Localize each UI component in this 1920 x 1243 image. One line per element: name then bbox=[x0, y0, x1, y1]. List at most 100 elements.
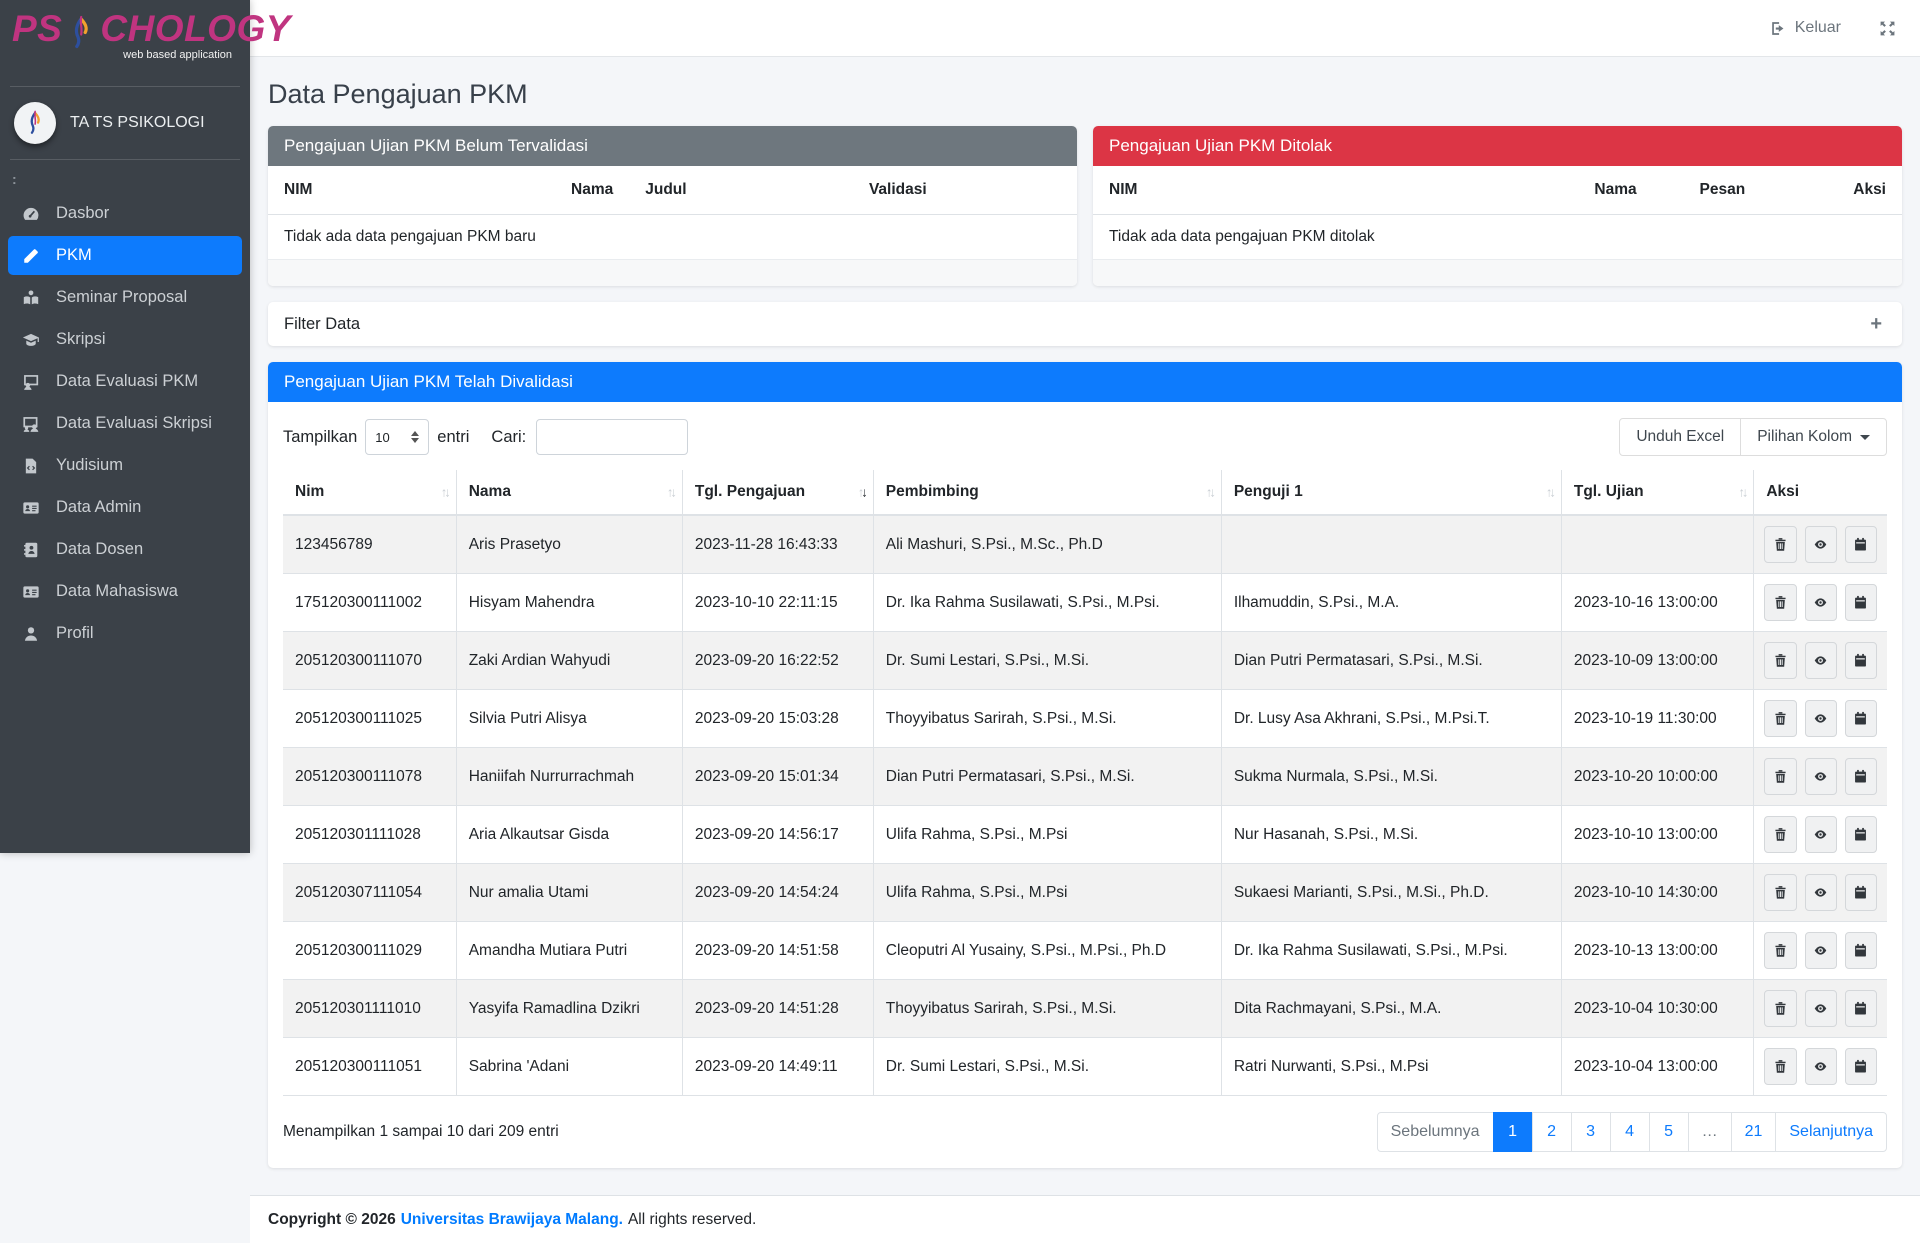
view-button[interactable] bbox=[1804, 932, 1837, 969]
sidebar-item-data-dosen[interactable]: Data Dosen bbox=[8, 530, 242, 569]
column-header-penguji-1[interactable]: Penguji 1 ↑↓ bbox=[1220, 470, 1562, 516]
sidebar: PS CHOLOGY web based application TA TS P… bbox=[0, 0, 290, 853]
sidebar-item-dasbor[interactable]: Dasbor bbox=[8, 194, 242, 233]
schedule-button[interactable] bbox=[1844, 816, 1877, 853]
page-length-select[interactable]: 10 bbox=[365, 419, 430, 455]
cell-nim: 205120307111054 bbox=[283, 863, 457, 922]
sidebar-item-skripsi[interactable]: Skripsi bbox=[8, 320, 242, 359]
main-content: Data Pengajuan PKM Pengajuan Ujian PKM B… bbox=[250, 57, 1920, 1168]
sidebar-item-pkm[interactable]: PKM bbox=[8, 236, 242, 275]
schedule-button[interactable] bbox=[1844, 932, 1877, 969]
delete-button[interactable] bbox=[1764, 700, 1797, 737]
sidebar-item-profil[interactable]: Profil bbox=[8, 614, 242, 653]
delete-button[interactable] bbox=[1764, 526, 1797, 563]
sidebar-item-seminar-proposal[interactable]: Seminar Proposal bbox=[8, 278, 242, 317]
cell-penguji1: Ratri Nurwanti, S.Psi., M.Psi bbox=[1220, 1037, 1562, 1096]
rejected-col-pesan: Pesan bbox=[1683, 166, 1838, 215]
card-rejected: Pengajuan Ujian PKM Ditolak NIM Nama Pesan… bbox=[1093, 126, 1902, 286]
column-header-tgl-ujian[interactable]: Tgl. Ujian ↑↓ bbox=[1560, 470, 1755, 516]
sidebar-item-label: Data Mahasiswa bbox=[56, 582, 178, 600]
filter-title: Filter Data bbox=[284, 314, 361, 333]
column-header-nama[interactable]: Nama ↑↓ bbox=[455, 470, 683, 516]
schedule-button[interactable] bbox=[1844, 1048, 1877, 1085]
card-pending-validation: Pengajuan Ujian PKM Belum Tervalidasi NI… bbox=[268, 126, 1077, 286]
column-header-nim[interactable]: Nim ↑↓ bbox=[283, 470, 457, 516]
schedule-button[interactable] bbox=[1844, 990, 1877, 1027]
column-options-button[interactable]: Pilihan Kolom bbox=[1740, 418, 1887, 456]
card-pending-title: Pengajuan Ujian PKM Belum Tervalidasi bbox=[268, 126, 1077, 166]
pagination-page-1-active[interactable]: 1 bbox=[1492, 1112, 1533, 1152]
eye-icon bbox=[1813, 1001, 1828, 1016]
view-button[interactable] bbox=[1804, 874, 1837, 911]
view-button[interactable] bbox=[1804, 816, 1837, 853]
cell-tgl-pengajuan: 2023-11-28 16:43:33 bbox=[681, 514, 874, 574]
trash-icon bbox=[1773, 1059, 1788, 1074]
logout-button[interactable]: Keluar bbox=[1769, 19, 1841, 37]
footer-university-link[interactable]: Universitas Brawijaya Malang. bbox=[400, 1210, 623, 1228]
plus-icon[interactable]: + bbox=[1870, 313, 1882, 335]
delete-button[interactable] bbox=[1764, 932, 1797, 969]
delete-button[interactable] bbox=[1764, 642, 1797, 679]
view-button[interactable] bbox=[1804, 990, 1837, 1027]
brand-suffix: CHOLOGY bbox=[100, 8, 291, 49]
user-name: TA TS PSIKOLOGI bbox=[70, 114, 205, 131]
pagination-prev: Sebelumnya bbox=[1376, 1112, 1494, 1152]
cell-actions bbox=[1753, 631, 1887, 690]
view-button[interactable] bbox=[1804, 700, 1837, 737]
download-excel-button[interactable]: Unduh Excel bbox=[1619, 418, 1742, 456]
view-button[interactable] bbox=[1804, 526, 1837, 563]
view-button[interactable] bbox=[1804, 642, 1837, 679]
card-rejected-title: Pengajuan Ujian PKM Ditolak bbox=[1093, 126, 1902, 166]
eye-icon bbox=[1813, 1059, 1828, 1074]
cell-penguji1: Ilhamuddin, S.Psi., M.A. bbox=[1220, 573, 1562, 632]
delete-button[interactable] bbox=[1764, 874, 1797, 911]
schedule-button[interactable] bbox=[1844, 526, 1877, 563]
table-row: 205120300111078 Haniifah Nurrurrachmah 202… bbox=[283, 747, 1887, 806]
sidebar-item-label: Data Evaluasi Skripsi bbox=[56, 414, 212, 432]
delete-button[interactable] bbox=[1764, 1048, 1797, 1085]
delete-button[interactable] bbox=[1764, 758, 1797, 795]
table-row: 205120300111051 Sabrina 'Adani 2023-09-20 … bbox=[283, 1037, 1887, 1096]
delete-button[interactable] bbox=[1764, 584, 1797, 621]
view-button[interactable] bbox=[1804, 758, 1837, 795]
sort-icon: ↑↓ bbox=[440, 484, 451, 500]
delete-button[interactable] bbox=[1764, 990, 1797, 1027]
chalkboard-users-icon bbox=[20, 415, 42, 433]
schedule-button[interactable] bbox=[1844, 758, 1877, 795]
table-row: 175120300111002 Hisyam Mahendra 2023-10-10… bbox=[283, 573, 1887, 632]
expand-arrows-icon[interactable] bbox=[1879, 20, 1896, 37]
pagination-page-3[interactable]: 3 bbox=[1570, 1112, 1611, 1152]
sign-out-icon bbox=[1769, 20, 1786, 37]
sidebar-item-data-mahasiswa[interactable]: Data Mahasiswa bbox=[8, 572, 242, 611]
cell-penguji1: Dr. Ika Rahma Susilawati, S.Psi., M.Psi. bbox=[1220, 921, 1562, 980]
schedule-button[interactable] bbox=[1844, 584, 1877, 621]
schedule-button[interactable] bbox=[1844, 700, 1877, 737]
pending-col-nama: Nama bbox=[555, 166, 630, 215]
schedule-button[interactable] bbox=[1844, 874, 1877, 911]
view-button[interactable] bbox=[1804, 584, 1837, 621]
sidebar-item-data-evaluasi-skripsi[interactable]: Data Evaluasi Skripsi bbox=[8, 404, 242, 443]
cell-pembimbing: Dr. Ika Rahma Susilawati, S.Psi., M.Psi. bbox=[872, 573, 1222, 632]
pagination-next[interactable]: Selanjutnya bbox=[1775, 1112, 1887, 1152]
sidebar-item-yudisium[interactable]: Yudisium bbox=[8, 446, 242, 485]
pagination-page-4[interactable]: 4 bbox=[1609, 1112, 1650, 1152]
schedule-button[interactable] bbox=[1844, 642, 1877, 679]
sidebar-item-data-evaluasi-pkm[interactable]: Data Evaluasi PKM bbox=[8, 362, 242, 401]
delete-button[interactable] bbox=[1764, 816, 1797, 853]
pagination-page-21[interactable]: 21 bbox=[1730, 1112, 1777, 1152]
cell-nim: 123456789 bbox=[283, 514, 457, 574]
validated-table: Nim ↑↓ Nama ↑↓ Tgl. Pengajuan ↑↓ Pembimbing ↑↓ P… bbox=[283, 470, 1887, 1096]
table-row: 123456789 Aris Prasetyo 2023-11-28 16:43:3… bbox=[283, 514, 1887, 574]
view-button[interactable] bbox=[1804, 1048, 1837, 1085]
pagination-page-2[interactable]: 2 bbox=[1531, 1112, 1572, 1152]
column-header-tgl-pengajuan[interactable]: Tgl. Pengajuan ↑↓ bbox=[681, 470, 874, 516]
search-input[interactable] bbox=[536, 419, 689, 455]
sidebar-item-data-admin[interactable]: Data Admin bbox=[8, 488, 242, 527]
cell-penguji1 bbox=[1220, 514, 1562, 574]
column-header-pembimbing[interactable]: Pembimbing ↑↓ bbox=[872, 470, 1222, 516]
calendar-icon bbox=[1853, 595, 1868, 610]
pagination-page-5[interactable]: 5 bbox=[1648, 1112, 1689, 1152]
card-validated-title: Pengajuan Ujian PKM Telah Divalidasi bbox=[268, 362, 1902, 402]
cell-tgl-ujian: 2023-10-20 10:00:00 bbox=[1560, 747, 1755, 806]
table-row: 205120307111054 Nur amalia Utami 2023-09-2… bbox=[283, 863, 1887, 922]
